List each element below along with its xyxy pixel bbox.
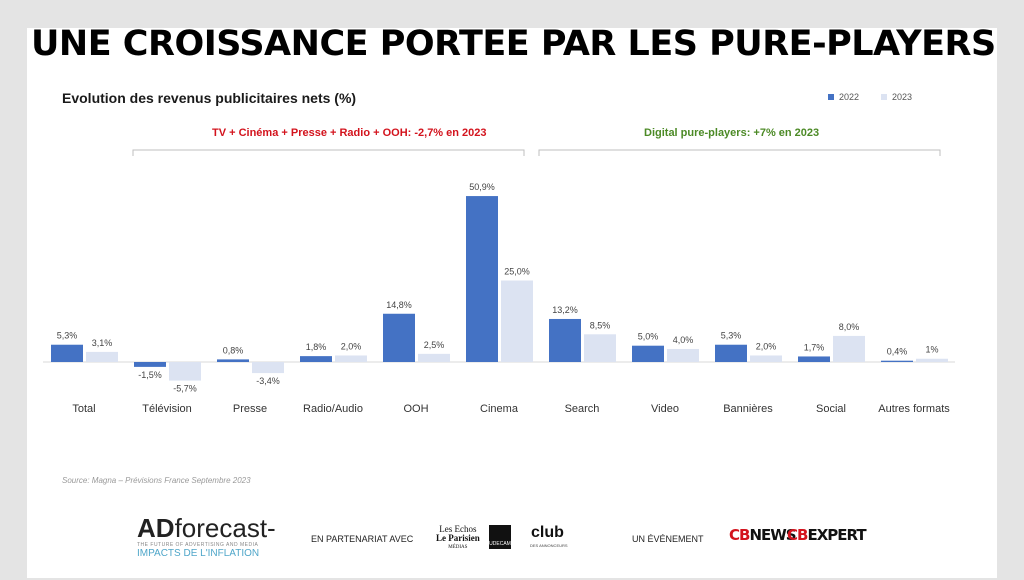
bar-2022-7 — [632, 345, 664, 362]
category-label-1: Télévision — [142, 403, 192, 415]
page-title: UNE CROISSANCE PORTEE PAR LES PURE-PLAYE… — [31, 24, 996, 64]
data-label-2023-1: -5,7% — [173, 384, 197, 394]
bar-2022-0 — [51, 344, 83, 362]
data-label-2023-3: 2,0% — [341, 341, 362, 351]
category-label-10: Autres formats — [878, 403, 950, 415]
medias-text: MÉDIAS — [448, 545, 468, 550]
bar-2023-9 — [833, 335, 865, 362]
bar-2022-10 — [881, 360, 913, 362]
data-label-2022-1: -1,5% — [138, 370, 162, 380]
club-subtitle: DES ANNONCEURS — [530, 543, 568, 548]
udecam-logo: UDECAM — [489, 525, 511, 549]
club-logo: club — [531, 524, 564, 541]
bar-2023-7 — [667, 348, 699, 362]
bar-2023-4 — [418, 353, 450, 362]
event-text: UN ÉVÉNEMENT — [632, 534, 704, 544]
legend-swatch-2022 — [828, 94, 834, 100]
chart-legend: 2022 2023 — [828, 92, 912, 102]
bar-2022-3 — [300, 356, 332, 362]
data-label-2022-7: 5,0% — [638, 332, 659, 342]
group-bracket-traditional — [132, 149, 525, 156]
adforecast-logo: ADforecast- — [137, 513, 276, 544]
legend-swatch-2023 — [881, 94, 888, 100]
bar-2023-0 — [86, 351, 118, 362]
data-label-2022-10: 0,4% — [887, 347, 908, 357]
logo-tagline: THE FUTURE OF ADVERTISING AND MEDIA — [137, 542, 259, 548]
data-label-2022-6: 13,2% — [552, 305, 578, 315]
footer: ADforecast- THE FUTURE OF ADVERTISING AN… — [0, 505, 1024, 580]
data-label-2022-3: 1,8% — [306, 342, 327, 352]
bar-2022-5 — [466, 196, 498, 362]
logo-subtitle: IMPACTS DE L'INFLATION — [137, 548, 260, 559]
bar-2023-3 — [335, 355, 367, 362]
group-bracket-digital — [538, 149, 941, 156]
bar-2023-6 — [584, 334, 616, 362]
cbnews-prefix: CB — [729, 526, 750, 544]
bar-2022-9 — [798, 356, 830, 362]
data-label-2023-7: 4,0% — [673, 335, 694, 345]
logo-main: AD — [137, 513, 175, 543]
bar-2022-2 — [217, 359, 249, 362]
bar-2022-8 — [715, 344, 747, 362]
data-label-2023-8: 2,0% — [756, 341, 777, 351]
data-label-2023-5: 25,0% — [504, 267, 530, 277]
legend-label-2023: 2023 — [892, 92, 913, 102]
data-label-2022-9: 1,7% — [804, 342, 825, 352]
bar-2023-5 — [501, 280, 533, 362]
data-label-2022-4: 14,8% — [386, 300, 412, 310]
data-label-2023-0: 3,1% — [92, 338, 113, 348]
legend-item-2022: 2022 — [828, 92, 859, 102]
category-label-3: Radio/Audio — [303, 403, 363, 415]
category-label-9: Social — [816, 403, 846, 415]
data-label-2022-5: 50,9% — [469, 182, 495, 192]
category-label-8: Bannières — [723, 403, 773, 415]
bar-2022-6 — [549, 318, 581, 362]
category-label-0: Total — [72, 403, 95, 415]
chart-title: Evolution des revenus publicitaires nets… — [62, 90, 357, 106]
logo-word: forecast- — [174, 513, 276, 543]
group-label-traditional: TV + Cinéma + Presse + Radio + OOH: -2,7… — [212, 127, 487, 139]
cbexpert-prefix: CB — [787, 526, 808, 544]
data-label-2023-6: 8,5% — [590, 320, 611, 330]
data-label-2023-2: -3,4% — [256, 376, 280, 386]
data-label-2022-0: 5,3% — [57, 331, 78, 341]
cbexpert-logo: CBEXPERT — [787, 526, 867, 544]
category-label-7: Video — [651, 403, 679, 415]
data-label-2023-4: 2,5% — [424, 340, 445, 350]
data-label-2022-8: 5,3% — [721, 331, 742, 341]
parisien-text: Le Parisien — [436, 533, 480, 543]
category-label-5: Cinema — [480, 403, 519, 415]
partner-text: EN PARTENARIAT AVEC — [311, 534, 414, 544]
bar-2023-2 — [252, 362, 284, 374]
cbexpert-word: EXPERT — [807, 526, 866, 544]
echos-text: Les Echos — [439, 524, 477, 534]
category-label-6: Search — [565, 403, 600, 415]
bar-2022-1 — [134, 362, 166, 367]
data-label-2023-9: 8,0% — [839, 322, 860, 332]
category-label-4: OOH — [403, 403, 428, 415]
cbnews-word: NEWS — [749, 526, 796, 544]
legend-label-2022: 2022 — [839, 92, 860, 102]
data-label-2022-2: 0,8% — [223, 345, 244, 355]
bar-2022-4 — [383, 313, 415, 362]
category-label-2: Presse — [233, 403, 267, 415]
legend-item-2023: 2023 — [881, 92, 912, 102]
data-label-2023-10: 1% — [925, 345, 938, 355]
bar-2023-8 — [750, 355, 782, 362]
source-note: Source: Magna – Prévisions France Septem… — [62, 476, 251, 485]
bar-2023-10 — [916, 358, 948, 362]
echos-parisien-logo: Les Echos Le Parisien MÉDIAS — [436, 525, 480, 552]
bar-2023-1 — [169, 362, 201, 381]
group-label-digital: Digital pure-players: +7% en 2023 — [644, 127, 820, 139]
cbnews-logo: CBNEWS — [729, 526, 797, 544]
